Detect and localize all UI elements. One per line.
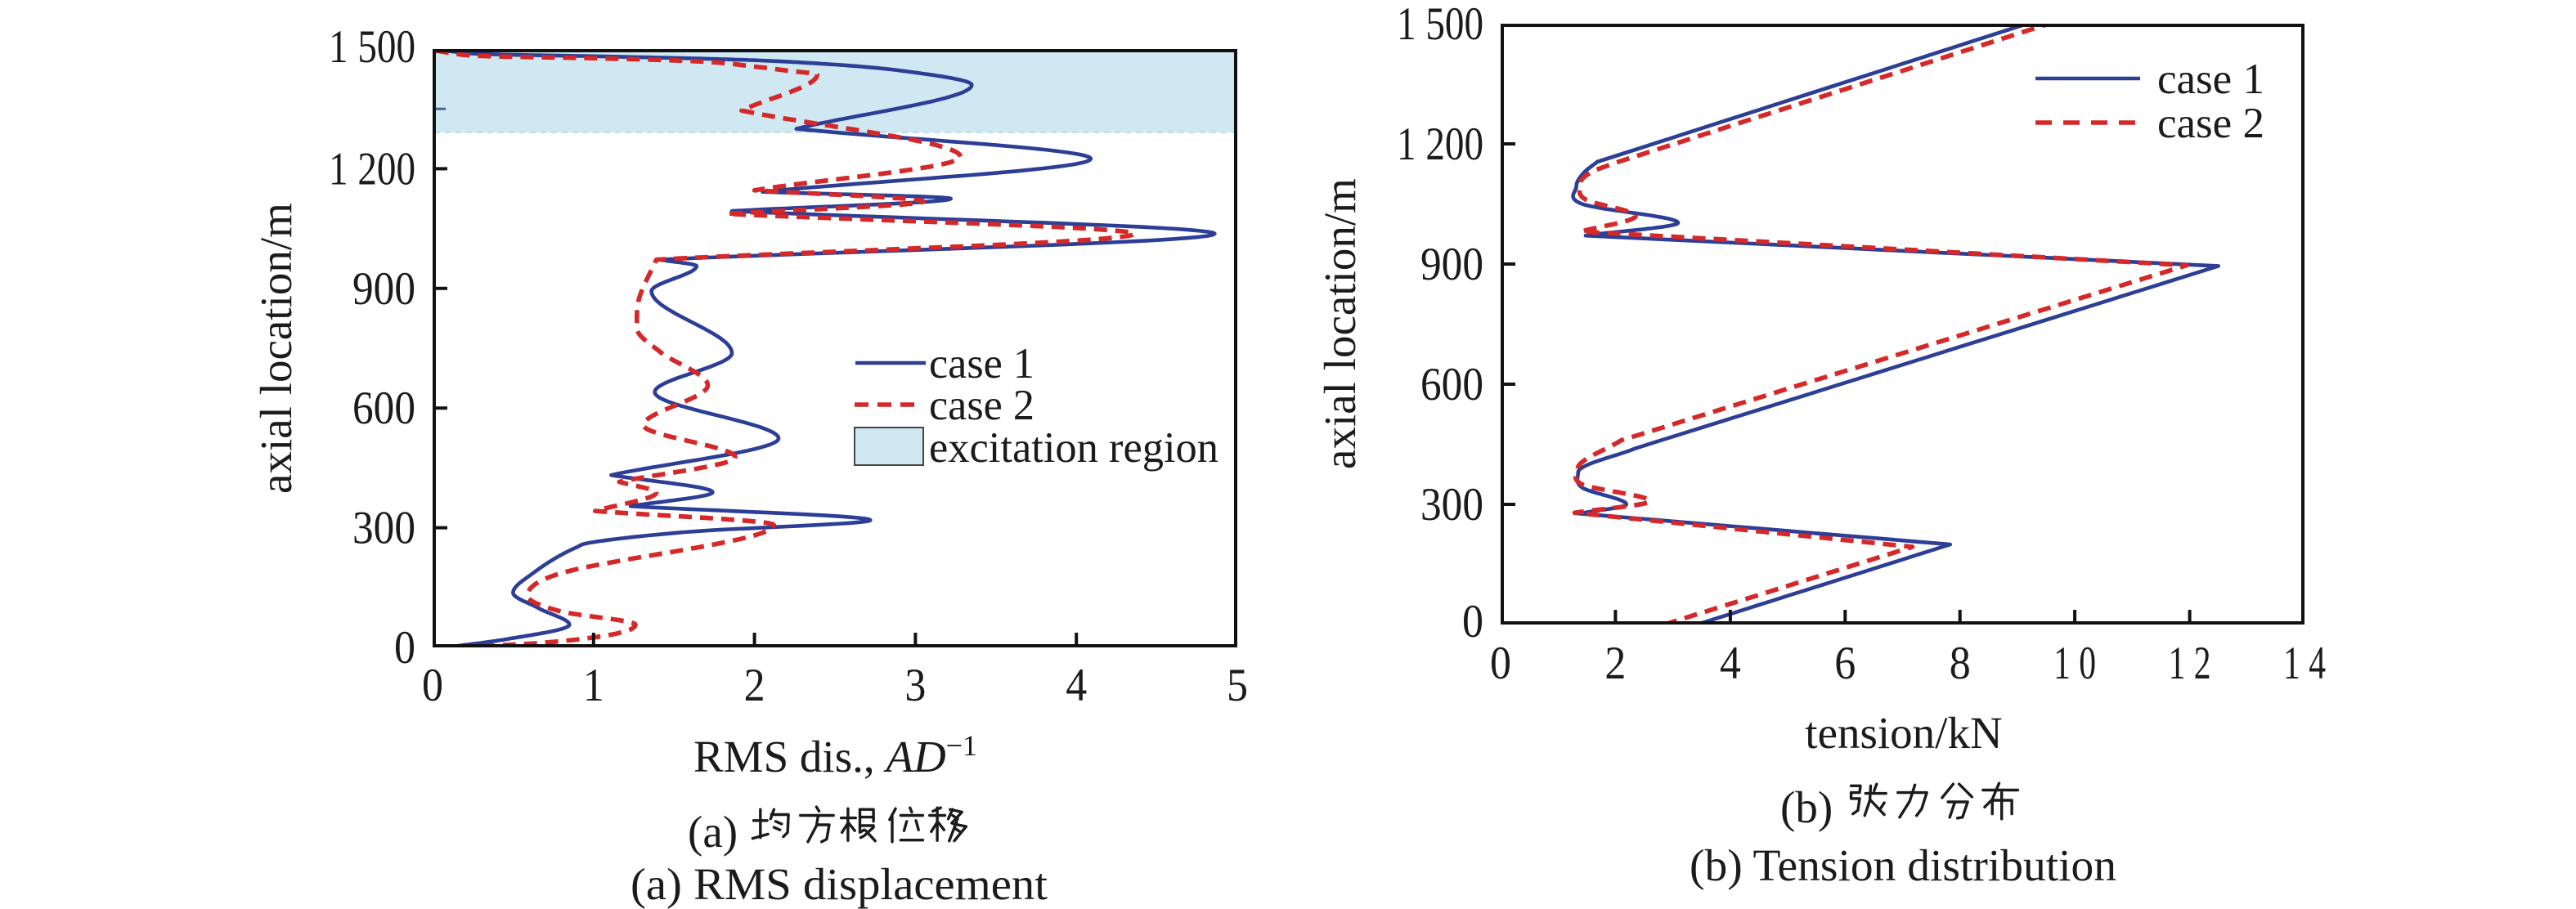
svg-text:4: 4 [1066, 660, 1087, 711]
svg-text:1 500: 1 500 [329, 21, 415, 73]
svg-text:2: 2 [1604, 638, 1626, 689]
svg-text:1: 1 [583, 660, 604, 711]
svg-text:case 1: case 1 [2157, 56, 2264, 103]
svg-text:8: 8 [1950, 638, 1971, 689]
svg-text:0: 0 [1462, 596, 1483, 647]
svg-text:(a) RMS displacement: (a) RMS displacement [631, 859, 1048, 909]
svg-text:1 200: 1 200 [329, 143, 415, 195]
svg-text:case 2: case 2 [2157, 100, 2264, 147]
svg-text:RMS dis., AD−1: RMS dis., AD−1 [693, 729, 977, 781]
svg-text:1 4: 1 4 [2283, 638, 2326, 689]
svg-text:0: 0 [422, 660, 443, 711]
svg-text:300: 300 [1420, 479, 1483, 531]
svg-text:1 0: 1 0 [2053, 638, 2096, 689]
svg-text:900: 900 [1420, 239, 1483, 290]
svg-text:(a): (a) [688, 807, 738, 857]
svg-text:6: 6 [1834, 638, 1856, 689]
svg-text:case 2: case 2 [929, 382, 1034, 429]
svg-text:case 1: case 1 [929, 340, 1034, 387]
svg-text:excitation region: excitation region [929, 424, 1218, 472]
svg-text:5: 5 [1227, 660, 1248, 711]
svg-text:300: 300 [352, 503, 415, 554]
svg-text:(b): (b) [1780, 782, 1833, 832]
svg-text:600: 600 [1420, 359, 1483, 410]
svg-text:axial location/m: axial location/m [251, 203, 301, 494]
svg-text:(b) Tension distribution: (b) Tension distribution [1690, 840, 2116, 890]
svg-text:0: 0 [394, 622, 415, 674]
svg-text:tension/kN: tension/kN [1805, 708, 2002, 758]
svg-text:axial location/m: axial location/m [1315, 178, 1365, 469]
svg-text:3: 3 [904, 660, 926, 711]
svg-text:0: 0 [1490, 638, 1511, 689]
svg-text:600: 600 [352, 383, 415, 434]
svg-text:900: 900 [352, 263, 415, 315]
svg-text:1 500: 1 500 [1397, 0, 1483, 50]
svg-text:1 200: 1 200 [1397, 119, 1483, 170]
svg-text:1 2: 1 2 [2169, 638, 2211, 689]
svg-text:2: 2 [744, 660, 765, 711]
svg-text:4: 4 [1720, 638, 1741, 689]
